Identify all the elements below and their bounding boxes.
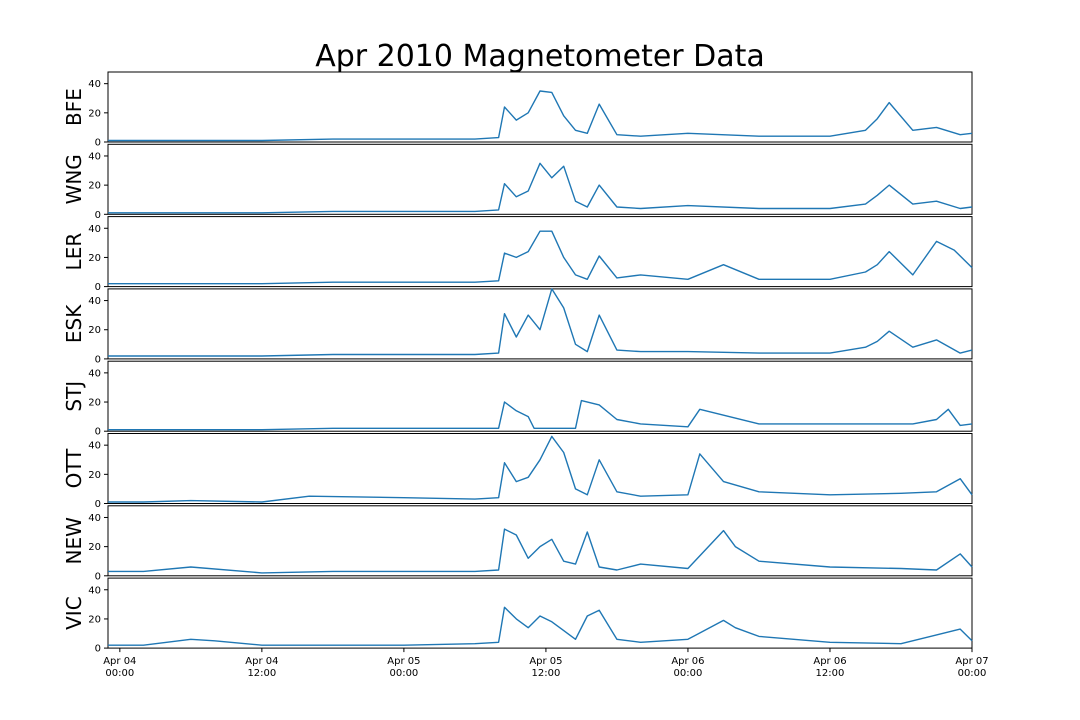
y-tick-label: 20 xyxy=(88,108,101,119)
y-tick-label: 40 xyxy=(88,151,101,162)
panel-frame xyxy=(107,505,973,577)
series-line-bfe xyxy=(108,90,973,142)
x-tick-label-time: 00:00 xyxy=(958,668,987,679)
y-tick-label: 20 xyxy=(88,470,101,481)
panel-ylabel: STJ xyxy=(62,381,86,412)
series-line-ott xyxy=(108,435,973,503)
x-tick-label-date: Apr 06 xyxy=(813,656,846,667)
panel-frame xyxy=(107,288,973,360)
y-tick-label: 40 xyxy=(88,224,101,235)
y-tick-label: 0 xyxy=(95,354,101,365)
x-tick-label-date: Apr 07 xyxy=(955,656,988,667)
series-line-esk xyxy=(108,288,973,357)
panel-ylabel: LER xyxy=(62,233,86,271)
y-tick-label: 20 xyxy=(88,253,101,264)
x-tick-label-date: Apr 05 xyxy=(529,656,562,667)
y-tick-label: 0 xyxy=(95,499,101,510)
y-tick-label: 20 xyxy=(88,181,101,192)
panel-frame xyxy=(107,360,973,432)
x-tick-label-date: Apr 06 xyxy=(671,656,704,667)
x-tick-label-date: Apr 04 xyxy=(245,656,278,667)
panel-ylabel: NEW xyxy=(62,517,86,565)
panel-frame xyxy=(107,143,973,215)
x-tick-label-date: Apr 05 xyxy=(387,656,420,667)
series-line-vic xyxy=(108,606,973,646)
x-tick-label-time: 00:00 xyxy=(105,668,134,679)
series-line-stj xyxy=(108,399,973,431)
panel-frame xyxy=(107,216,973,288)
y-tick-label: 0 xyxy=(95,282,101,293)
panel-ylabel: BFE xyxy=(62,88,86,126)
panels-group: 02040BFE02040WNG02040LER02040ESK02040STJ… xyxy=(62,71,973,655)
y-tick-label: 20 xyxy=(88,325,101,336)
y-tick-label: 20 xyxy=(88,398,101,409)
y-tick-label: 40 xyxy=(88,441,101,452)
panel-ylabel: OTT xyxy=(62,448,86,489)
series-line-new xyxy=(108,528,973,574)
y-tick-label: 0 xyxy=(95,210,101,221)
panel-frame xyxy=(107,433,973,504)
x-tick-label-time: 00:00 xyxy=(389,668,418,679)
panel-ylabel: VIC xyxy=(62,596,86,630)
y-tick-label: 40 xyxy=(88,513,101,524)
y-tick-label: 0 xyxy=(95,571,101,582)
x-tick-label-date: Apr 04 xyxy=(103,656,136,667)
y-tick-label: 40 xyxy=(88,296,101,307)
x-tick-label-time: 12:00 xyxy=(247,668,276,679)
panel-frame xyxy=(107,577,973,649)
y-tick-label: 20 xyxy=(88,542,101,553)
panel-ylabel: WNG xyxy=(62,154,86,204)
x-tick-label-time: 12:00 xyxy=(816,668,845,679)
y-tick-label: 0 xyxy=(95,138,101,149)
y-tick-label: 40 xyxy=(88,79,101,90)
y-tick-label: 40 xyxy=(88,585,101,596)
series-line-wng xyxy=(108,162,973,214)
series-line-ler xyxy=(108,230,973,285)
x-tick-label-time: 12:00 xyxy=(532,668,561,679)
panel-ylabel: ESK xyxy=(62,304,86,343)
y-tick-label: 0 xyxy=(95,644,101,655)
x-tick-label-time: 00:00 xyxy=(674,668,703,679)
panel-frame xyxy=(107,71,973,143)
y-tick-label: 0 xyxy=(95,427,101,438)
y-tick-label: 40 xyxy=(88,368,101,379)
chart-title: Apr 2010 Magnetometer Data xyxy=(315,39,765,74)
y-tick-label: 20 xyxy=(88,614,101,625)
